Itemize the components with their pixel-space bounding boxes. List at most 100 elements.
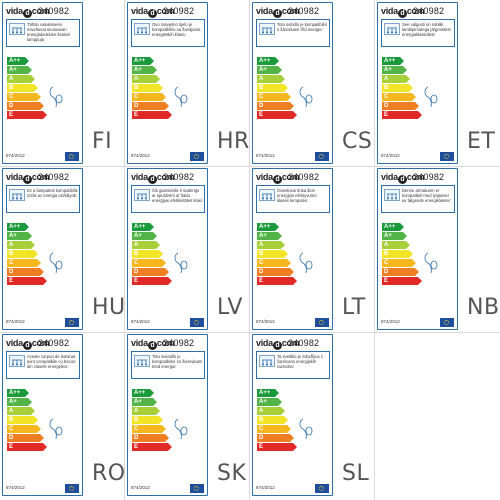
energy-label-card: vida d com 240982 Šviestuvui tinka šios en… (250, 168, 373, 333)
energy-class-bar: A++ (382, 223, 404, 231)
energy-class-bar: A (7, 407, 35, 415)
eu-flag-icon (315, 484, 329, 493)
energy-class-bar: A++ (132, 57, 154, 65)
regulation-number: 874/2012 (131, 319, 150, 324)
energy-label-card: vida d com 240982 Toto svítidlo je kompati… (250, 2, 373, 167)
brand-logo: vida d com (6, 6, 50, 18)
eu-flag-icon (440, 152, 454, 161)
lamp-icon (134, 23, 150, 35)
compatibility-text: Toto svítidlo je kompatibilní s žárovkam… (277, 22, 328, 32)
bulb-icon (299, 86, 313, 108)
energy-class-bar: A (7, 241, 35, 249)
regulation-number: 874/2012 (381, 153, 400, 158)
energy-class-bar: A++ (7, 223, 29, 231)
compatibility-box: Toto svietidlo je kompatibilné so žiarov… (131, 351, 205, 379)
regulation-number: 874/2012 (256, 319, 275, 324)
divider (249, 0, 250, 500)
product-code: 240982 (163, 172, 195, 182)
energy-class-bar: A (382, 75, 410, 83)
bulb-icon (49, 418, 63, 440)
energy-class-scale: A++ A+ A B C D E (132, 57, 172, 120)
energy-label-card: vida d com 240982 Ovo rasvjetno tijelo je … (125, 2, 250, 167)
regulation-number: 874/2012 (256, 153, 275, 158)
energy-class-scale: A++ A+ A B C D E (257, 57, 297, 120)
bulb-icon (424, 252, 438, 274)
energy-class-bar: B (7, 84, 38, 92)
regulation-number: 874/2012 (131, 153, 150, 158)
energy-class-bar: D (132, 268, 169, 276)
compatibility-box: See valgusti on sobilik lambipirnidega j… (381, 19, 455, 47)
energy-class-bar: E (257, 111, 297, 119)
language-code: NB (467, 295, 500, 320)
lamp-icon (9, 355, 25, 367)
brand-logo: vida d com (256, 6, 300, 18)
brand-logo: vida d com (131, 172, 175, 184)
energy-class-bar: B (382, 250, 413, 258)
energy-class-bar: D (257, 102, 294, 110)
energy-class-bar: A+ (382, 232, 407, 240)
energy-class-bar: D (132, 102, 169, 110)
energy-class-bar: C (7, 425, 41, 433)
energy-class-bar: A++ (257, 389, 279, 397)
energy-class-scale: A++ A+ A B C D E (7, 223, 47, 286)
energy-class-bar: A (132, 241, 160, 249)
energy-class-bar: C (7, 93, 41, 101)
product-code: 240982 (38, 6, 70, 16)
energy-label: vida d com 240982 Tähän valaisimeen sovelt… (2, 2, 83, 164)
energy-class-bar: B (257, 84, 288, 92)
lamp-icon (384, 189, 400, 201)
divider (0, 332, 500, 333)
lamp-icon (259, 355, 275, 367)
energy-class-bar: A (257, 407, 285, 415)
product-code: 240982 (163, 338, 195, 348)
energy-label-card: vida d com 240982 Aceste corpuri de ilumin… (0, 334, 125, 499)
language-code: SK (217, 461, 247, 486)
language-code: SL (342, 461, 370, 486)
language-code: ET (467, 129, 496, 154)
energy-class-bar: A++ (7, 389, 29, 397)
energy-label-card: vida d com 240982 See valgusti on sobilik … (375, 2, 498, 167)
energy-class-scale: A++ A+ A B C D E (7, 389, 47, 452)
language-code: HU (92, 295, 126, 320)
energy-class-bar: A++ (132, 389, 154, 397)
energy-label: vida d com 240982 Šviestuvui tinka šios en… (252, 168, 333, 330)
energy-class-bar: B (132, 84, 163, 92)
energy-class-bar: E (382, 277, 422, 285)
compatibility-text: Šviestuvui tinka šios energijos efektyvu… (277, 188, 317, 203)
energy-class-scale: A++ A+ A B C D E (382, 57, 422, 120)
compatibility-box: Aceste corpuri de iluminat sunt compatib… (6, 351, 80, 379)
energy-class-scale: A++ A+ A B C D E (132, 389, 172, 452)
eu-flag-icon (65, 484, 79, 493)
energy-label-card: vida d com 240982 Šis gaismeklis ir saderī… (125, 168, 248, 333)
lamp-icon (134, 355, 150, 367)
energy-label: vida d com 240982 Denne armaturen er kompa… (377, 168, 458, 330)
energy-class-bar: B (7, 250, 38, 258)
energy-class-bar: A+ (7, 232, 32, 240)
energy-class-bar: D (7, 434, 44, 442)
energy-class-bar: E (132, 443, 172, 451)
bulb-icon (49, 86, 63, 108)
language-code: HR (217, 129, 250, 154)
energy-label: vida d com 240982 Ovo rasvjetno tijelo je … (127, 2, 208, 164)
compatibility-box: Denne armaturen er kompatibel med lyspær… (381, 185, 455, 213)
energy-class-bar: A+ (132, 398, 157, 406)
compatibility-box: Tähän valaisimeen soveltuvat seuraavan e… (6, 19, 80, 47)
compatibility-box: Ez a lámpatest kompatibilis izzók az ene… (6, 185, 80, 213)
energy-class-bar: C (7, 259, 41, 267)
energy-class-bar: E (7, 277, 47, 285)
energy-label: vida d com 240982 See valgusti on sobilik … (377, 2, 458, 164)
energy-class-bar: D (132, 434, 169, 442)
lamp-icon (259, 23, 275, 35)
compatibility-text: Toto svietidlo je kompatibilné so žiarov… (152, 354, 203, 369)
energy-class-scale: A++ A+ A B C D E (257, 223, 297, 286)
brand-logo: vida d com (6, 172, 50, 184)
energy-class-bar: D (7, 268, 44, 276)
lamp-icon (259, 189, 275, 201)
eu-flag-icon (315, 152, 329, 161)
energy-label: vida d com 240982 Aceste corpuri de ilumin… (2, 334, 83, 496)
eu-flag-icon (440, 318, 454, 327)
energy-class-bar: D (382, 102, 419, 110)
energy-class-bar: A (7, 75, 35, 83)
compatibility-text: Aceste corpuri de iluminat sunt compatib… (27, 354, 76, 369)
